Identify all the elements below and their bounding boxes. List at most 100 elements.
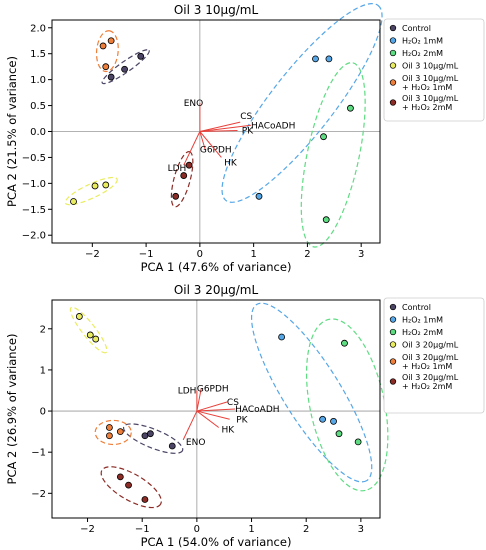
data-point-s1-p2 [146, 430, 154, 438]
legend-marker [389, 303, 397, 311]
y-tick-label: −2 [31, 489, 46, 500]
y-axis-label: PCA 2 (26.9% of variance) [5, 334, 19, 485]
data-point-s2-p2 [319, 415, 327, 423]
data-point-s6-p3 [141, 496, 149, 503]
chart-title: Oil 3 20µg/mL [174, 283, 259, 297]
legend-marker [389, 37, 397, 44]
data-point-s3-p1 [341, 339, 348, 347]
loading-label-hk: HK [221, 426, 235, 436]
data-point-s5-p1 [106, 424, 113, 431]
data-point-s1-p2 [121, 65, 128, 73]
legend: Control H₂O₂ 1mM H₂O₂ 2mM Oil 3 20µg/mL Oil … [383, 297, 485, 414]
legend-marker [389, 99, 397, 106]
data-point-s4-p3 [92, 335, 100, 343]
chart-title: Oil 3 10µg/mL [174, 3, 259, 17]
confidence-ellipse-2 [221, 3, 383, 203]
data-point-s5-p2 [106, 432, 113, 440]
data-point-s6-p2 [180, 172, 188, 179]
data-point-s4-p1 [70, 198, 77, 205]
legend-label: H₂O₂ 1mM [402, 316, 443, 325]
y-tick-label: 2 [40, 324, 46, 335]
loading-vector-hk [196, 410, 220, 428]
loading-label-eno: ENO [184, 99, 204, 109]
legend-entry-3: H₂O₂ 2mM [389, 49, 443, 58]
y-tick-label: −1.0 [22, 179, 46, 190]
data-point-s6-p2 [125, 481, 132, 489]
confidence-ellipse-6 [170, 151, 194, 208]
y-tick-label: 0 [40, 407, 46, 418]
data-point-s2-p1 [312, 55, 319, 63]
legend-marker [389, 79, 397, 86]
data-point-s4-p1 [75, 313, 83, 320]
legend-entry-4: Oil 3 10µg/mL [389, 62, 459, 71]
data-point-s3-p3 [322, 216, 330, 224]
legend-entry-3: H₂O₂ 2mM [389, 328, 443, 337]
y-tick-label: 2.0 [30, 23, 46, 34]
data-point-s3-p1 [347, 104, 354, 112]
loading-label-hacoadh: HACoADH [235, 405, 279, 415]
legend-label: Oil 3 20µg/mL + H₂O₂ 2mM [402, 373, 459, 391]
loading-label-g6pdh: G6PDH [197, 384, 229, 394]
legend-label: Control [402, 24, 431, 33]
data-point-s3-p3 [354, 438, 362, 446]
y-tick-label: 0.0 [30, 127, 46, 138]
legend-marker [389, 316, 397, 323]
legend-entry-2: H₂O₂ 1mM [389, 37, 443, 46]
data-point-s5-p2 [99, 42, 107, 50]
legend-frame [383, 297, 485, 414]
data-point-s6-p3 [172, 192, 180, 200]
loading-label-cs: CS [240, 112, 252, 122]
legend-label: H₂O₂ 1mM [402, 37, 443, 46]
x-tick-label: 0 [194, 524, 200, 535]
legend-entry-2: H₂O₂ 1mM [389, 316, 443, 325]
y-tick-label: −2.0 [22, 231, 46, 242]
loading-vector-pk [199, 129, 238, 132]
y-axis-label: PCA 2 (21.5% of variance) [5, 56, 19, 207]
legend-marker [389, 341, 397, 348]
legend-entry-5: Oil 3 10µg/mL + H₂O₂ 1mM [389, 74, 459, 92]
data-point-s3-p2 [320, 133, 327, 141]
x-tick-label: 2 [303, 524, 309, 535]
x-tick-label: 0 [197, 249, 203, 260]
y-tick-label: 1.5 [30, 49, 46, 60]
loading-label-ldh: LDH [178, 386, 197, 396]
y-tick-label: −0.5 [22, 153, 46, 164]
x-tick-label: −1 [135, 524, 150, 535]
legend: Control H₂O₂ 1mM H₂O₂ 2mM Oil 3 10µg/mL Oil … [383, 18, 485, 122]
data-point-s6-p1 [185, 161, 193, 169]
data-point-s5-p3 [107, 37, 115, 45]
legend-label: H₂O₂ 2mM [402, 49, 443, 58]
confidence-ellipse-4 [69, 306, 108, 354]
x-tick-label: 1 [248, 524, 254, 535]
pca-panel-1: ENOCSHACoADHPKG6PDHHKLDH−2−10123−2.0−1.5… [5, 3, 485, 274]
legend-label: Oil 3 10µg/mL + H₂O₂ 1mM [402, 74, 459, 92]
legend-entry-1: Control [389, 24, 431, 33]
data-point-s1-p1 [107, 73, 115, 81]
y-tick-label: 1 [40, 365, 46, 376]
confidence-ellipse-5 [94, 419, 132, 446]
data-point-s5-p1 [102, 63, 110, 71]
legend-marker [389, 49, 397, 57]
loading-vector-cs [199, 121, 241, 132]
data-point-s4-p2 [91, 182, 99, 190]
x-tick-label: 3 [358, 249, 364, 260]
legend-marker [389, 62, 397, 69]
x-axis-label: PCA 1 (54.0% of variance) [141, 535, 292, 549]
x-tick-label: 2 [304, 249, 310, 260]
legend-label: Oil 3 10µg/mL [402, 62, 459, 71]
data-point-s2-p3 [330, 417, 337, 425]
data-point-s3-p2 [335, 430, 343, 438]
loading-vector-g6pdh [196, 388, 202, 412]
data-point-s1-p3 [137, 52, 145, 60]
loading-label-eno: ENO [186, 438, 206, 448]
loading-vector-hk [199, 131, 222, 158]
data-point-s6-p1 [116, 473, 124, 481]
loading-label-hacoadh: HACoADH [251, 121, 295, 131]
confidence-ellipse-4 [64, 176, 118, 206]
y-tick-label: 1.0 [30, 75, 46, 86]
legend-label: Oil 3 10µg/mL + H₂O₂ 2mM [402, 94, 459, 112]
data-point-s4-p3 [102, 181, 110, 189]
x-tick-label: −1 [139, 249, 154, 260]
